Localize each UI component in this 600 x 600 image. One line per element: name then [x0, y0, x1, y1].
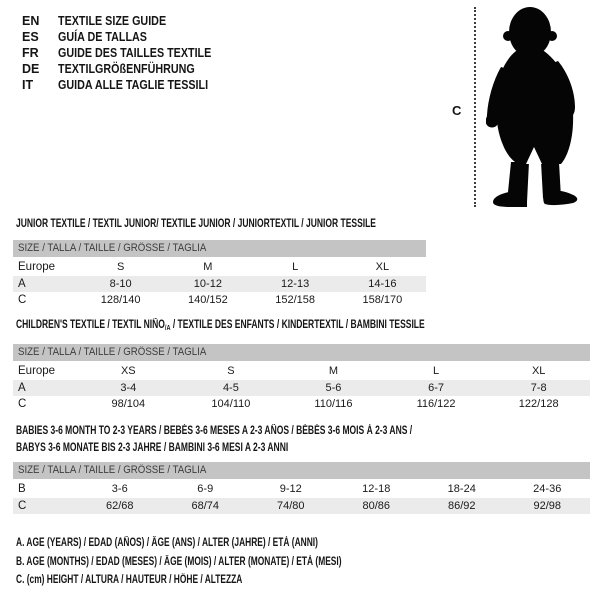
value-cell: 98/104: [111, 398, 146, 411]
row-label-cell: C: [18, 398, 27, 411]
language-row: FR GUIDE DES TAILLES TEXTILE: [22, 45, 236, 61]
value-cell: 110/116: [314, 398, 353, 411]
children-title-subscript: /A: [164, 323, 171, 332]
table-row: C 98/104 104/110 110/116 116/122 122/128: [13, 396, 590, 413]
row-label-cell: A: [18, 381, 26, 394]
value-cell: 92/98: [533, 499, 562, 512]
babies-title-line1: BABIES 3-6 MONTH TO 2-3 YEARS / BEBÉS 3-…: [16, 425, 413, 437]
value-cell: M: [203, 261, 213, 274]
language-label: TEXTILGRÖßENFÜHRUNG: [58, 62, 195, 76]
size-header-bar: SIZE / TALLA / TAILLE / GRÖSSE / TAGLIA: [13, 344, 590, 361]
children-title-post: / TEXTILE DES ENFANTS / KINDERTEXTIL / B…: [170, 319, 425, 331]
language-row: IT GUIDA ALLE TAGLIE TESSILI: [22, 77, 236, 93]
value-cell: 18-24: [447, 483, 476, 496]
babies-table: SIZE / TALLA / TAILLE / GRÖSSE / TAGLIA …: [13, 462, 590, 514]
table-row: A 3-4 4-5 5-6 6-7 7-8: [13, 379, 590, 396]
height-measure-label: C: [452, 103, 462, 118]
value-cell: 158/170: [362, 294, 403, 307]
language-list: EN TEXTILE SIZE GUIDE ES GUÍA DE TALLAS …: [22, 13, 236, 93]
value-cell: 7-8: [530, 381, 547, 394]
value-cell: 128/140: [100, 294, 141, 307]
legend-line-b: B. AGE (MONTHS) / EDAD (MESES) / ÂGE (MO…: [16, 555, 342, 568]
value-cell: 3-6: [111, 483, 128, 496]
language-code: EN: [22, 14, 40, 28]
language-row: DE TEXTILGRÖßENFÜHRUNG: [22, 61, 236, 77]
table-row: Europe XS S M L XL: [13, 363, 590, 380]
value-cell: S: [227, 365, 235, 378]
table-row: Europe S M L XL: [13, 259, 426, 276]
junior-table-title: JUNIOR TEXTILE / TEXTIL JUNIOR/ TEXTILE …: [16, 218, 376, 230]
language-label: GUÍA DE TALLAS: [58, 30, 147, 44]
legend-line-a: A. AGE (YEARS) / EDAD (AÑOS) / ÂGE (ANS)…: [16, 537, 318, 549]
language-code: IT: [22, 78, 34, 92]
value-cell: M: [328, 365, 339, 378]
value-cell: 12-18: [362, 483, 391, 496]
value-cell: 6-9: [197, 483, 214, 496]
junior-table: SIZE / TALLA / TAILLE / GRÖSSE / TAGLIA …: [13, 240, 426, 309]
table-row: C 128/140 140/152 152/158 158/170: [13, 292, 426, 309]
babies-table-title: BABIES 3-6 MONTH TO 2-3 YEARS / BEBÉS 3-…: [16, 423, 412, 456]
language-row: ES GUÍA DE TALLAS: [22, 29, 236, 45]
children-title-pre: CHILDREN'S TEXTILE / TEXTIL NIÑO: [16, 319, 165, 331]
row-label-cell: Europe: [18, 261, 56, 274]
value-cell: L: [433, 365, 440, 378]
value-cell: XS: [120, 365, 136, 378]
babies-size-grid: B 3-6 6-9 9-12 12-18 18-24 24-36 C 62/68…: [13, 481, 590, 514]
children-size-grid: Europe XS S M L XL A 3-4 4-5 5-6 6-7 7-8…: [13, 363, 590, 413]
row-label-cell: C: [18, 294, 27, 307]
value-cell: XL: [375, 261, 390, 274]
value-cell: 80/86: [362, 499, 391, 512]
value-cell: S: [116, 261, 125, 274]
value-cell: XL: [531, 365, 546, 378]
table-row: C 62/68 68/74 74/80 80/86 86/92 92/98: [13, 497, 590, 514]
value-cell: 12-13: [281, 277, 310, 290]
value-cell: 4-5: [222, 381, 239, 394]
row-label-cell: A: [18, 277, 26, 290]
value-cell: L: [292, 261, 299, 274]
value-cell: 86/92: [447, 499, 476, 512]
value-cell: 9-12: [279, 483, 302, 496]
size-header-label: SIZE / TALLA / TAILLE / GRÖSSE / TAGLIA: [18, 346, 207, 358]
language-label: GUIDE DES TAILLES TEXTILE: [58, 46, 212, 60]
language-code: DE: [22, 62, 40, 76]
value-cell: 10-12: [193, 277, 222, 290]
value-cell: 140/152: [187, 294, 228, 307]
legend-line-c: C. (cm) HEIGHT / ALTURA / HAUTEUR / HÖHE…: [16, 574, 243, 586]
value-cell: 5-6: [325, 381, 342, 394]
value-cell: 152/158: [275, 294, 315, 307]
value-cell: 122/128: [518, 398, 559, 411]
value-cell: 6-7: [428, 381, 445, 394]
table-row: B 3-6 6-9 9-12 12-18 18-24 24-36: [13, 481, 590, 498]
children-table: SIZE / TALLA / TAILLE / GRÖSSE / TAGLIA …: [13, 344, 590, 413]
value-cell: 3-4: [120, 381, 137, 394]
value-cell: 24-36: [533, 483, 562, 496]
value-cell: 62/68: [105, 499, 134, 512]
babies-title-line2: BABYS 3-6 MONATE BIS 2-3 JAHRE / BAMBINI…: [16, 441, 289, 454]
size-header-bar: SIZE / TALLA / TAILLE / GRÖSSE / TAGLIA: [13, 462, 590, 479]
size-header-label: SIZE / TALLA / TAILLE / GRÖSSE / TAGLIA: [18, 464, 207, 476]
row-label-cell: C: [18, 499, 27, 512]
language-row: EN TEXTILE SIZE GUIDE: [22, 13, 236, 29]
baby-silhouette: [486, 7, 578, 207]
table-row: A 8-10 10-12 12-13 14-16: [13, 275, 426, 292]
language-label: GUIDA ALLE TAGLIE TESSILI: [58, 78, 209, 92]
language-label: TEXTILE SIZE GUIDE: [58, 14, 167, 28]
value-cell: 68/74: [191, 499, 220, 512]
row-label-cell: B: [18, 483, 26, 496]
language-code: FR: [22, 46, 39, 60]
children-table-title: CHILDREN'S TEXTILE / TEXTIL NIÑO/A / TEX…: [16, 319, 425, 332]
height-measure-line: [474, 7, 476, 207]
size-header-label: SIZE / TALLA / TAILLE / GRÖSSE / TAGLIA: [18, 242, 207, 254]
value-cell: 14-16: [368, 277, 397, 290]
size-header-bar: SIZE / TALLA / TAILLE / GRÖSSE / TAGLIA: [13, 240, 426, 257]
row-label-cell: Europe: [18, 365, 56, 378]
value-cell: 116/122: [416, 398, 456, 411]
value-cell: 74/80: [276, 499, 305, 512]
language-code: ES: [22, 30, 39, 44]
measurement-legend: A. AGE (YEARS) / EDAD (AÑOS) / ÂGE (ANS)…: [16, 534, 462, 590]
junior-size-grid: Europe S M L XL A 8-10 10-12 12-13 14-16…: [13, 259, 426, 309]
value-cell: 104/110: [211, 398, 251, 411]
value-cell: 8-10: [109, 277, 132, 290]
